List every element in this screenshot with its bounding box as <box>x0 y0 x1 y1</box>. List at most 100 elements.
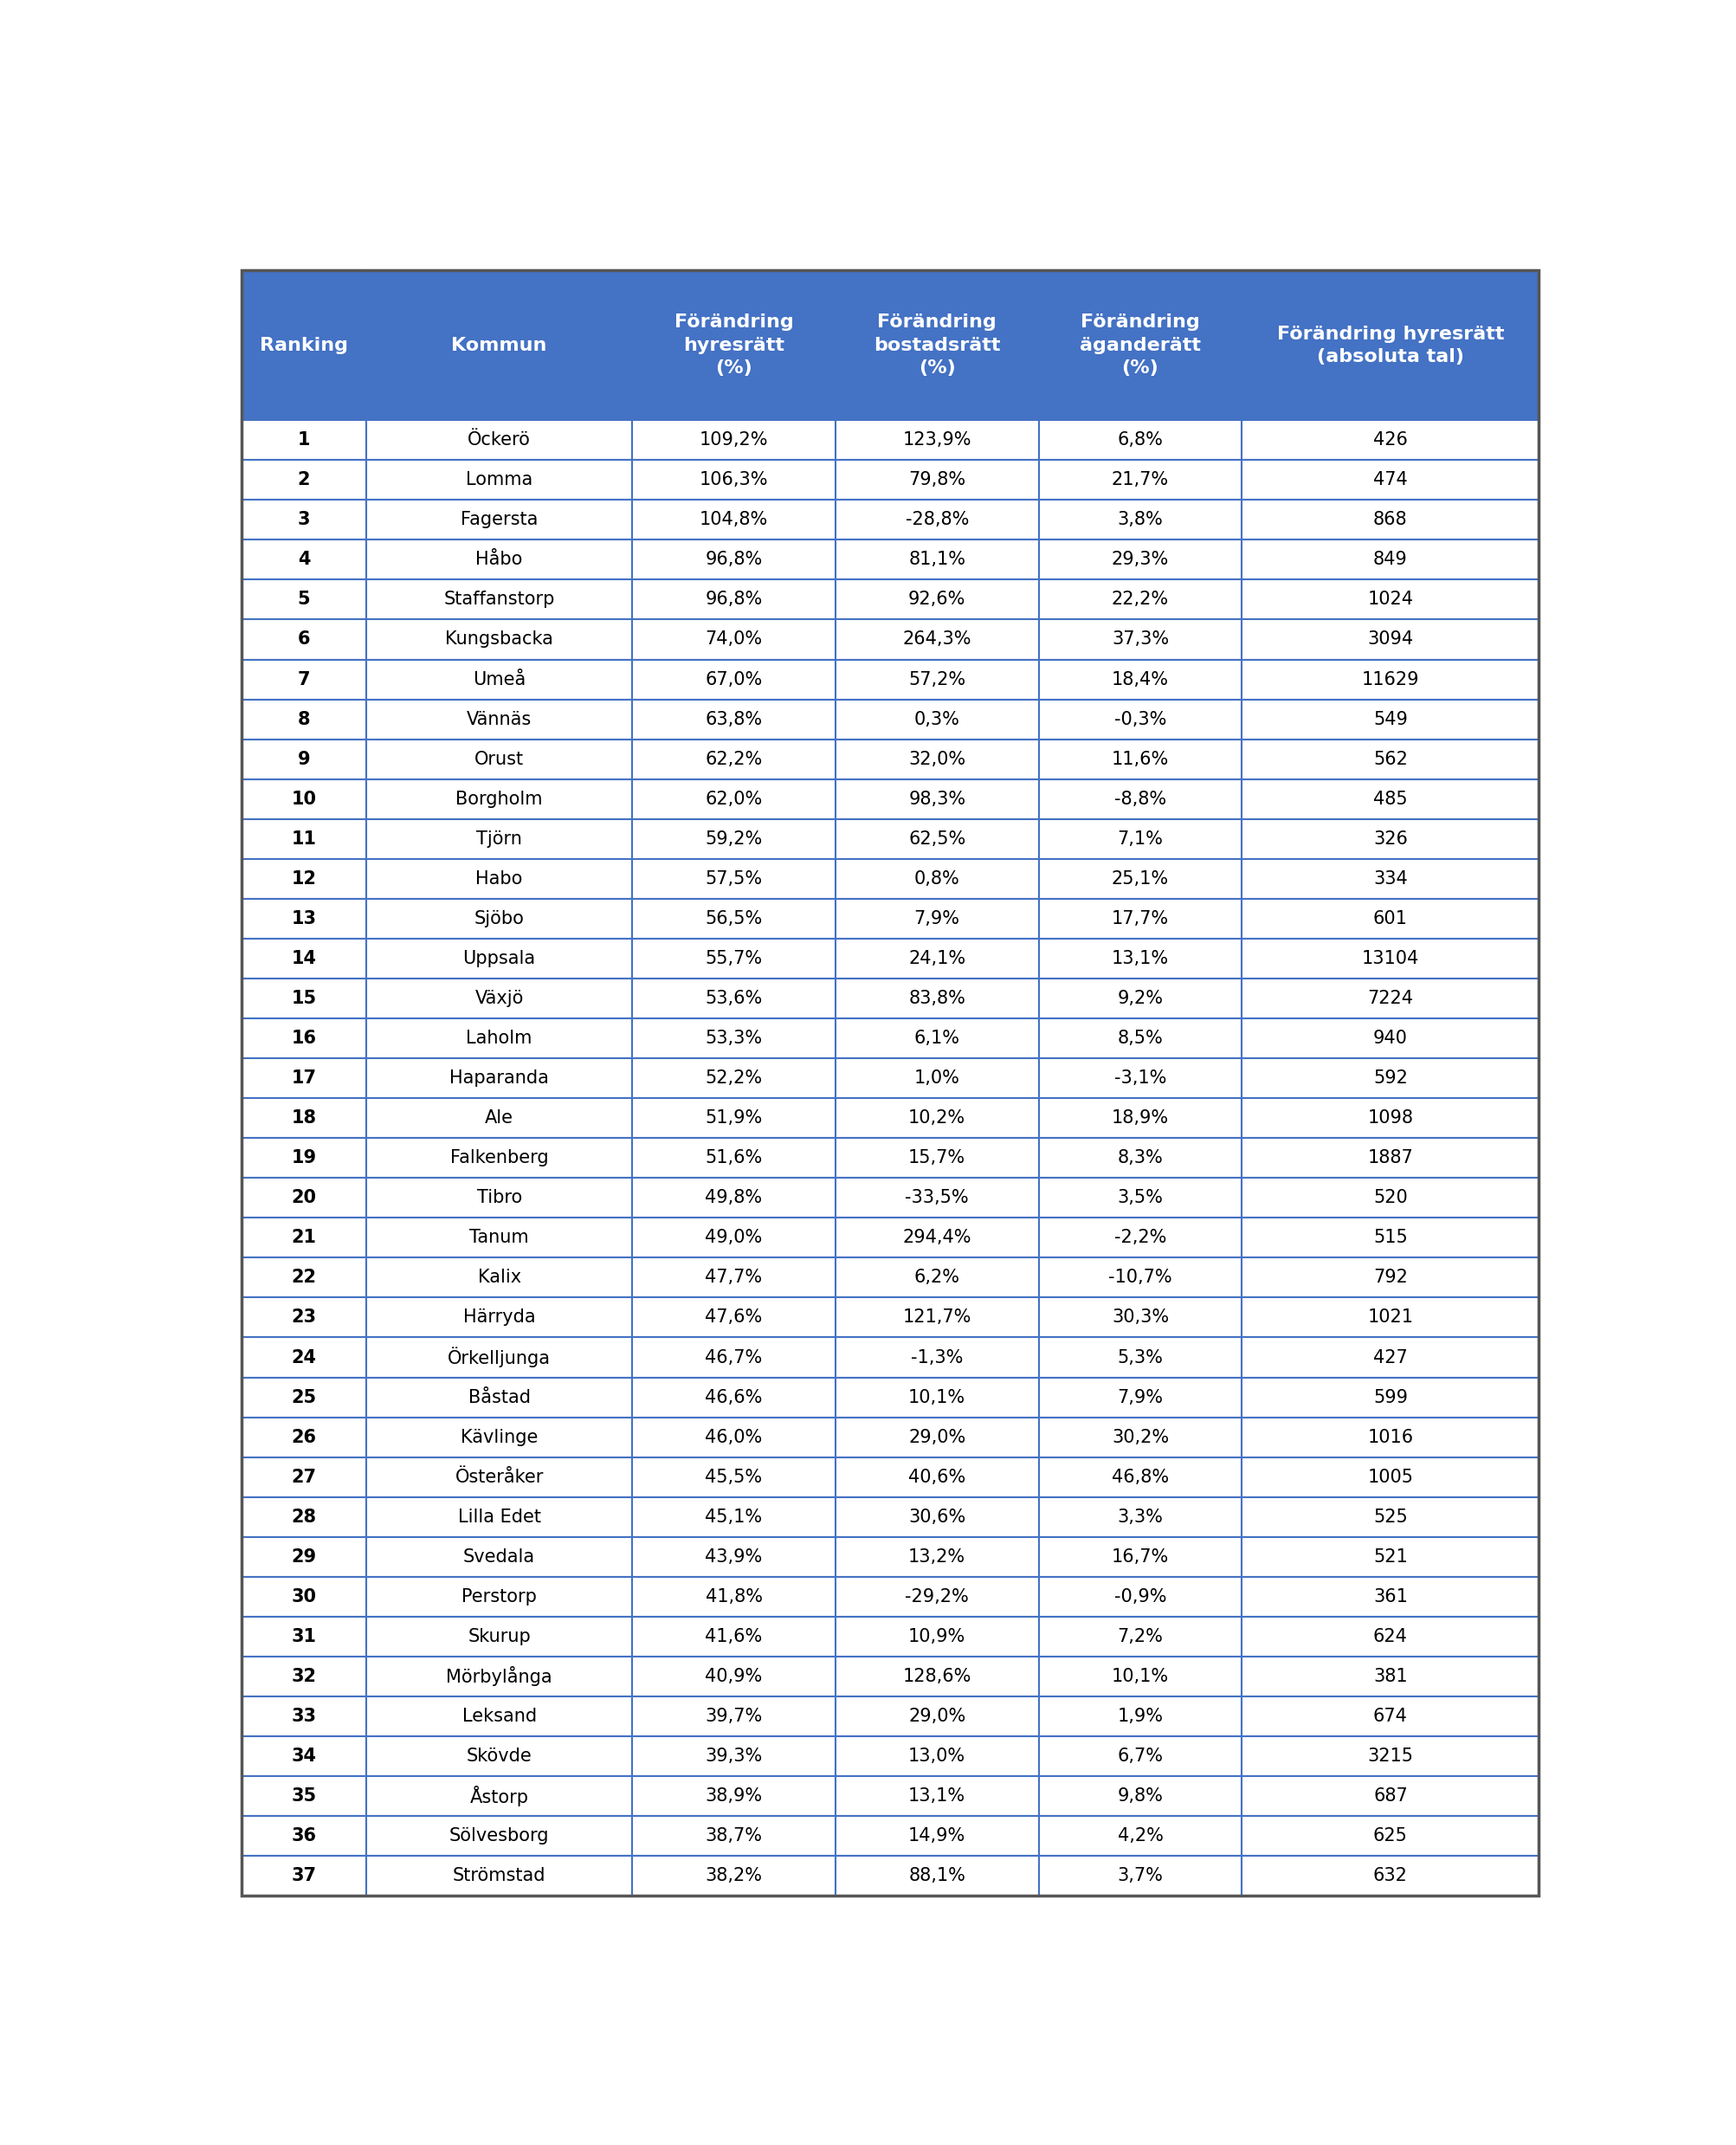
Bar <box>1241 1218 1538 1257</box>
Text: Kävlinge: Kävlinge <box>460 1429 538 1446</box>
Bar <box>366 541 632 579</box>
Bar <box>1241 1456 1538 1497</box>
Text: Strömstad: Strömstad <box>453 1868 545 1885</box>
Text: 868: 868 <box>1373 511 1406 528</box>
Text: 41,8%: 41,8% <box>705 1587 762 1604</box>
Bar <box>366 699 632 740</box>
Bar <box>1038 978 1241 1019</box>
Bar <box>632 1139 835 1178</box>
Bar <box>835 459 1038 500</box>
Text: 3,7%: 3,7% <box>1116 1868 1163 1885</box>
Text: Svedala: Svedala <box>464 1549 535 1566</box>
Text: Växjö: Växjö <box>474 989 524 1008</box>
Text: Kommun: Kommun <box>451 337 547 354</box>
Bar <box>835 1257 1038 1298</box>
Bar <box>1038 1617 1241 1656</box>
Text: Laholm: Laholm <box>465 1030 533 1047</box>
Bar <box>366 1577 632 1617</box>
Text: 940: 940 <box>1373 1030 1406 1047</box>
Text: 485: 485 <box>1373 789 1406 809</box>
Bar <box>1241 1098 1538 1139</box>
Bar <box>366 1536 632 1577</box>
Text: 525: 525 <box>1373 1508 1406 1525</box>
Bar <box>366 1697 632 1735</box>
Text: 28: 28 <box>292 1508 316 1525</box>
Bar <box>632 940 835 978</box>
Bar <box>1241 740 1538 779</box>
Bar <box>632 1697 835 1735</box>
Bar <box>366 1377 632 1418</box>
Bar <box>366 1257 632 1298</box>
Bar <box>835 1536 1038 1577</box>
Bar <box>366 1019 632 1057</box>
Bar <box>241 541 366 579</box>
Bar <box>1038 1257 1241 1298</box>
Text: 38,7%: 38,7% <box>705 1828 762 1845</box>
Bar <box>1241 1817 1538 1855</box>
Text: 10,2%: 10,2% <box>908 1109 965 1126</box>
Text: 849: 849 <box>1373 551 1406 568</box>
Text: 1024: 1024 <box>1366 592 1413 609</box>
Bar <box>1038 1057 1241 1098</box>
Text: 39,3%: 39,3% <box>705 1748 762 1765</box>
Text: 7224: 7224 <box>1366 989 1413 1008</box>
Text: 9,8%: 9,8% <box>1116 1787 1163 1804</box>
Text: 14: 14 <box>292 950 316 967</box>
Bar <box>1038 858 1241 899</box>
Bar <box>241 699 366 740</box>
Bar <box>241 1338 366 1377</box>
Bar <box>241 1218 366 1257</box>
Bar <box>241 1536 366 1577</box>
Bar <box>632 978 835 1019</box>
Text: 109,2%: 109,2% <box>700 431 767 448</box>
Bar <box>1038 500 1241 541</box>
Bar <box>1241 940 1538 978</box>
Bar <box>241 940 366 978</box>
Bar <box>835 699 1038 740</box>
Text: 29: 29 <box>292 1549 316 1566</box>
Bar <box>835 1817 1038 1855</box>
Bar <box>1241 1418 1538 1456</box>
Bar <box>1241 1617 1538 1656</box>
Bar <box>1038 1697 1241 1735</box>
Bar <box>1241 500 1538 541</box>
Text: 22: 22 <box>292 1270 316 1287</box>
Bar <box>241 1257 366 1298</box>
Text: 29,0%: 29,0% <box>908 1429 965 1446</box>
Text: 1016: 1016 <box>1366 1429 1413 1446</box>
Bar <box>632 420 835 459</box>
Bar <box>1241 579 1538 620</box>
Bar <box>835 1617 1038 1656</box>
Bar <box>241 1855 366 1896</box>
Bar <box>366 1456 632 1497</box>
Text: 4,2%: 4,2% <box>1116 1828 1163 1845</box>
Bar <box>1038 1298 1241 1338</box>
Bar <box>632 779 835 819</box>
Bar <box>1038 1855 1241 1896</box>
Bar <box>1241 1139 1538 1178</box>
Text: Örkelljunga: Örkelljunga <box>448 1347 550 1369</box>
Text: 624: 624 <box>1373 1628 1406 1645</box>
Bar <box>632 459 835 500</box>
Bar <box>1241 1257 1538 1298</box>
Text: 53,3%: 53,3% <box>705 1030 762 1047</box>
Bar <box>1038 1418 1241 1456</box>
Bar <box>1241 858 1538 899</box>
Bar <box>241 579 366 620</box>
Bar <box>366 1656 632 1697</box>
Text: 62,5%: 62,5% <box>908 830 965 847</box>
Bar <box>835 1218 1038 1257</box>
Bar <box>835 1776 1038 1817</box>
Text: 9: 9 <box>297 751 311 768</box>
Bar <box>366 459 632 500</box>
Bar <box>835 1377 1038 1418</box>
Text: 15,7%: 15,7% <box>908 1150 965 1167</box>
Text: 10,1%: 10,1% <box>908 1388 965 1405</box>
Text: Ranking: Ranking <box>260 337 347 354</box>
Text: Vännäs: Vännäs <box>467 710 531 727</box>
Text: Mörbylånga: Mörbylånga <box>446 1667 552 1686</box>
Bar <box>1038 1577 1241 1617</box>
Bar <box>1241 620 1538 659</box>
Bar <box>632 1178 835 1218</box>
Bar <box>1038 579 1241 620</box>
